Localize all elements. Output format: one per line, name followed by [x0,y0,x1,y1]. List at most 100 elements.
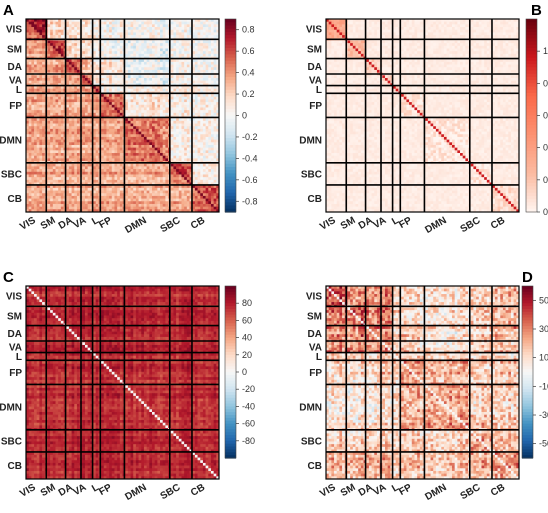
heatmap-cell [68,43,72,47]
heatmap-cell [178,179,182,183]
heatmap-cell [119,144,123,149]
heatmap-cell [178,163,182,167]
heatmap-cell [160,77,164,81]
heatmap-cell [111,35,115,39]
heatmap-cell [66,40,70,44]
heatmap-cell [162,64,166,68]
heatmap-cell [34,171,38,175]
heatmap-cell [178,51,182,55]
heatmap-cell [202,53,206,57]
heatmap-cell [170,96,174,100]
heatmap-cell [184,150,188,154]
heatmap-cell [47,99,51,103]
heatmap-cell [157,136,161,140]
heatmap-cell [149,107,153,111]
heatmap-cell [181,61,185,65]
heatmap-cell [149,169,153,173]
heatmap-cell [36,75,40,79]
heatmap-cell [213,69,217,73]
heatmap-cell [125,24,129,28]
heatmap-cell [165,43,169,47]
heatmap-cell [82,155,86,159]
heatmap-cell [165,201,169,205]
heatmap-cell [186,182,190,186]
heatmap-cell [87,144,91,149]
heatmap-cell [162,21,166,25]
heatmap-cell [162,131,166,135]
heatmap-cell [125,144,129,149]
heatmap-cell [216,166,220,170]
heatmap-cell [36,64,40,68]
heatmap-cell [143,96,147,100]
heatmap-cell [154,99,158,103]
heatmap-cell [157,118,161,122]
heatmap-cell [130,45,134,49]
heatmap-cell [93,67,97,71]
heatmap-cell [205,86,209,90]
heatmap-cell [135,139,139,143]
heatmap-cell [186,27,190,31]
heatmap-cell [138,153,142,157]
heatmap-cell [74,195,78,199]
heatmap-cell [103,163,107,167]
heatmap-cell [74,134,78,138]
heatmap-cell [162,128,166,132]
heatmap-cell [200,177,204,181]
heatmap-cell [39,35,43,39]
heatmap-cell [205,155,209,159]
heatmap-cell [165,195,169,199]
heatmap-cell [50,158,54,162]
heatmap-cell [208,29,212,33]
heatmap-cell [52,75,56,79]
heatmap-cell [213,32,217,36]
heatmap-cell [39,118,43,122]
heatmap-cell [146,75,150,79]
heatmap-cell [58,96,62,100]
heatmap-cell [103,110,107,114]
heatmap-cell [151,147,156,151]
heatmap-cell [202,144,206,149]
heatmap-cell [194,201,198,205]
heatmap-cell [50,118,54,122]
heatmap-cell [26,45,30,49]
heatmap-cell [106,67,110,71]
heatmap-cell [103,40,107,44]
heatmap-cell [210,21,214,25]
heatmap-cell [76,27,80,31]
heatmap-cell [34,48,38,52]
heatmap-cell [31,179,35,183]
heatmap-cell [146,142,150,146]
heatmap-cell [151,19,156,23]
heatmap-cell [34,142,38,146]
heatmap-cell [216,19,220,23]
heatmap-cell [154,32,158,36]
heatmap-cell [34,136,38,140]
heatmap-cell [192,51,196,55]
heatmap-cell [50,150,54,154]
heatmap-cell [109,67,113,71]
heatmap-cell [66,182,70,186]
heatmap-cell [170,195,174,199]
heatmap-cell [138,174,142,178]
heatmap-cell [119,64,123,68]
heatmap-cell [101,126,105,130]
heatmap-cell [130,174,134,178]
heatmap-cell [157,182,161,186]
heatmap-cell [170,163,174,167]
heatmap-cell [202,51,206,55]
heatmap-cell [176,171,180,175]
heatmap-cell [52,77,56,81]
heatmap-cell [103,131,107,135]
heatmap-cell [192,147,196,151]
heatmap-cell [160,187,164,191]
heatmap-cell [141,147,145,151]
heatmap-cell [111,163,115,167]
heatmap-cell [184,104,188,108]
heatmap-cell [181,86,185,90]
heatmap-cell [28,153,32,157]
heatmap-cell [133,104,137,108]
heatmap-cell [127,174,131,178]
heatmap-cell [93,24,97,28]
heatmap-cell [189,75,193,79]
heatmap-cell [162,166,166,170]
